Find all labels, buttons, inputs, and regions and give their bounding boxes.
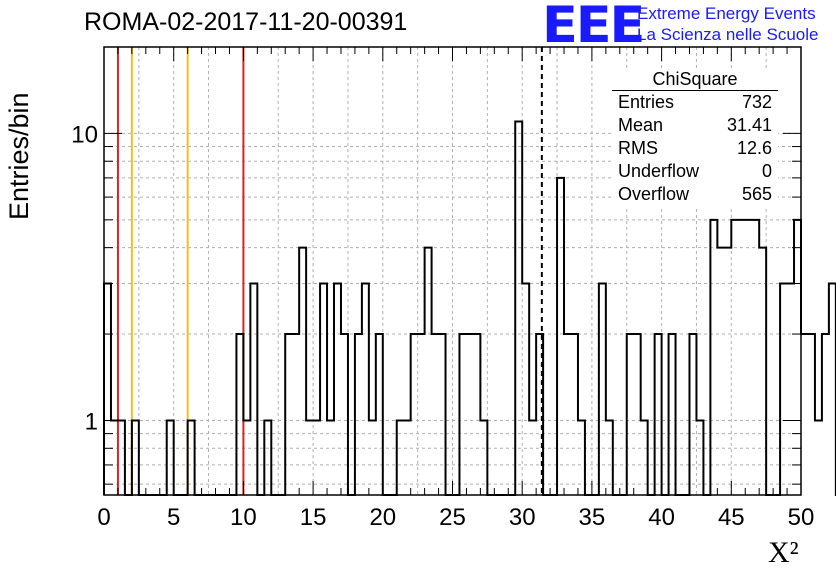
x-tick-label: 30 (509, 504, 536, 531)
x-tick-label: 40 (648, 504, 675, 531)
stats-label: Mean (618, 115, 664, 135)
y-tick-label: 1 (85, 408, 98, 435)
y-axis-label: Entries/bin (4, 92, 34, 220)
x-axis-label: X² (768, 536, 799, 569)
x-tick-label: 50 (788, 504, 815, 531)
x-tick-label: 20 (369, 504, 396, 531)
stats-value: 732 (741, 92, 772, 112)
stats-row: Entries 732 (612, 91, 778, 114)
stats-row: RMS 12.6 (612, 137, 778, 160)
page-title: ROMA-02-2017-11-20-00391 (84, 8, 408, 36)
stats-title: ChiSquare (612, 68, 778, 91)
x-tick-label: 15 (300, 504, 327, 531)
stats-box: ChiSquare Entries 732 Mean 31.41 RMS 12.… (612, 68, 778, 206)
x-tick-label: 10 (230, 504, 257, 531)
stats-label: Entries (618, 92, 675, 112)
stats-value: 565 (741, 184, 772, 204)
x-tick-label: 5 (167, 504, 180, 531)
x-tick-label: 45 (718, 504, 745, 531)
stats-value: 12.6 (736, 138, 772, 158)
x-tick-label: 0 (97, 504, 110, 531)
stats-row: Overflow 565 (612, 183, 778, 206)
stats-row: Mean 31.41 (612, 114, 778, 137)
stats-value: 0 (761, 161, 772, 181)
logo-line-2: La Scienza nelle Scuole (637, 25, 819, 44)
y-tick-label: 10 (71, 121, 98, 148)
stats-value: 31.41 (726, 115, 772, 135)
eee-logo: EEE (542, 0, 645, 54)
stats-label: RMS (618, 138, 658, 158)
x-tick-label: 25 (439, 504, 466, 531)
stats-row: Underflow 0 (612, 160, 778, 183)
stats-label: Overflow (618, 184, 690, 204)
x-tick-label: 35 (579, 504, 606, 531)
stats-label: Underflow (618, 161, 700, 181)
logo-line-1: Extreme Energy Events (637, 4, 816, 23)
